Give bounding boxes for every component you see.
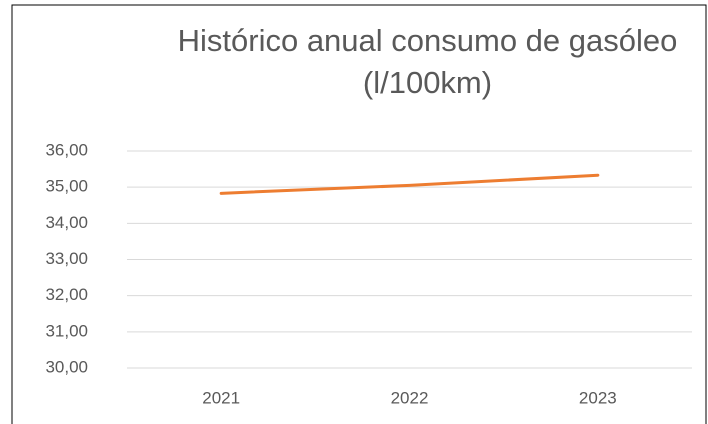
x-tick-label: 2023 [579,388,617,407]
y-tick-label: 31,00 [45,321,88,340]
y-tick-label: 33,00 [45,249,88,268]
y-tick-label: 36,00 [45,140,88,159]
data-line [219,173,600,195]
chart-border [11,4,707,424]
y-tick-label: 32,00 [45,285,88,304]
chart-title: Histórico anual consumo de gasóleo (l/10… [177,23,678,100]
x-tick-label: 2022 [391,388,429,407]
y-tick-label: 34,00 [45,213,88,232]
y-tick-label: 30,00 [45,357,88,376]
y-tick-label: 35,00 [45,177,88,196]
x-tick-label: 2021 [202,388,240,407]
